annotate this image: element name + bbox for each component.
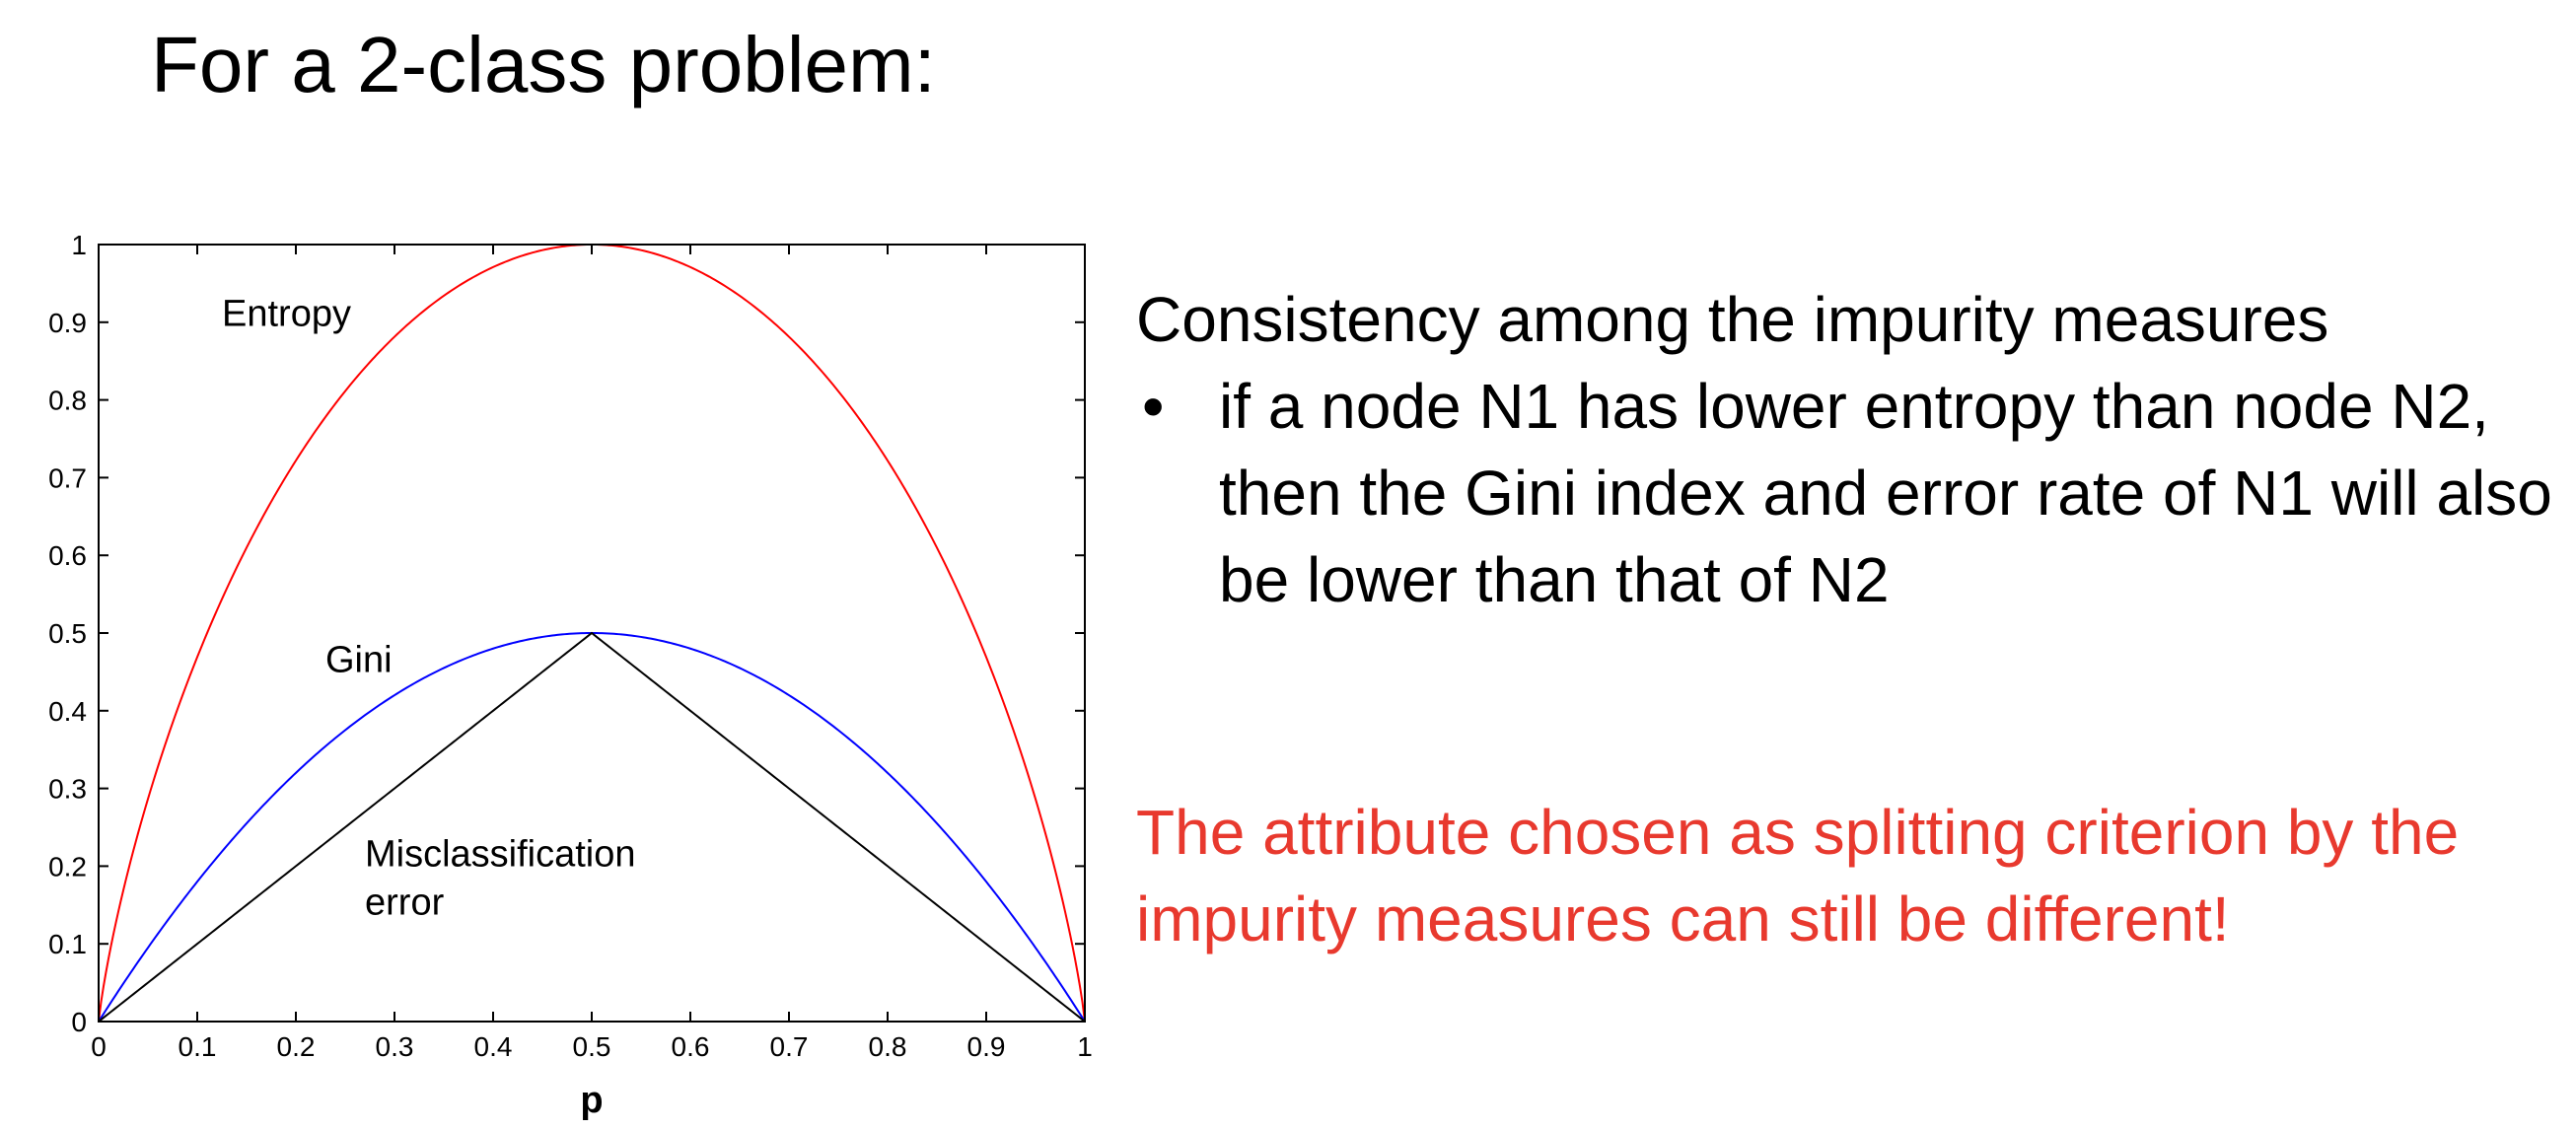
impurity-chart: 0 0.1 0.2 0.3 0.4 0.5 0.6 0.7 0.8 0.9 1 0 0.1 0.2 0.3 0… <box>48 230 1093 1121</box>
y-tick-label: 1 <box>71 230 87 260</box>
bullet-item: • if a node N1 has lower entropy than no… <box>1136 363 2576 623</box>
y-tick-label: 0.8 <box>48 386 87 416</box>
x-tick-label: 0.9 <box>967 1031 1006 1062</box>
y-tick-label: 0.9 <box>48 308 87 338</box>
x-tick-label: 0.6 <box>672 1031 710 1062</box>
x-tick-label: 0.2 <box>277 1031 316 1062</box>
x-tick-label: 0.7 <box>770 1031 809 1062</box>
y-tick-label: 0.3 <box>48 774 87 805</box>
x-tick-label: 0.8 <box>869 1031 907 1062</box>
bullet-dot-icon: • <box>1142 371 1165 442</box>
series-line-misclassification-error <box>98 631 1086 1023</box>
y-tick-label: 0.7 <box>48 462 87 493</box>
bullet-text: if a node N1 has lower entropy than node… <box>1219 371 2552 615</box>
x-tick-label: 0.4 <box>474 1031 513 1062</box>
y-tick-label: 0.4 <box>48 696 87 727</box>
tick-layer: 0 0.1 0.2 0.3 0.4 0.5 0.6 0.7 0.8 0.9 1 0 0.1 0.2 0.3 0… <box>48 230 1093 1062</box>
x-tick-label: 0.5 <box>573 1031 611 1062</box>
y-tick-label: 0.2 <box>48 851 87 882</box>
x-tick-label: 0.1 <box>179 1031 217 1062</box>
x-tick-label: 0.3 <box>376 1031 414 1062</box>
bullet-list: • if a node N1 has lower entropy than no… <box>1136 363 2576 623</box>
chart-annotation: Gini <box>325 639 393 680</box>
chart-annotation: Entropy <box>222 294 351 335</box>
slide-title: For a 2-class problem: <box>151 21 936 108</box>
chart-annotation: Misclassification <box>365 833 636 875</box>
y-tick-label: 0.5 <box>48 618 87 649</box>
y-tick-label: 0.6 <box>48 540 87 571</box>
chart-annotation: error <box>365 882 445 923</box>
y-tick-label: 0.1 <box>48 929 87 959</box>
y-tick-label: 0 <box>71 1007 87 1037</box>
consistency-heading: Consistency among the impurity measures <box>1136 284 2329 355</box>
x-axis-label: p <box>580 1080 603 1121</box>
criterion-note: The attribute chosen as splitting criter… <box>1136 797 2460 954</box>
x-tick-label: 1 <box>1077 1031 1093 1062</box>
annotation-layer: Entropy Gini Misclassification error <box>222 294 636 924</box>
x-tick-label: 0 <box>91 1031 107 1062</box>
